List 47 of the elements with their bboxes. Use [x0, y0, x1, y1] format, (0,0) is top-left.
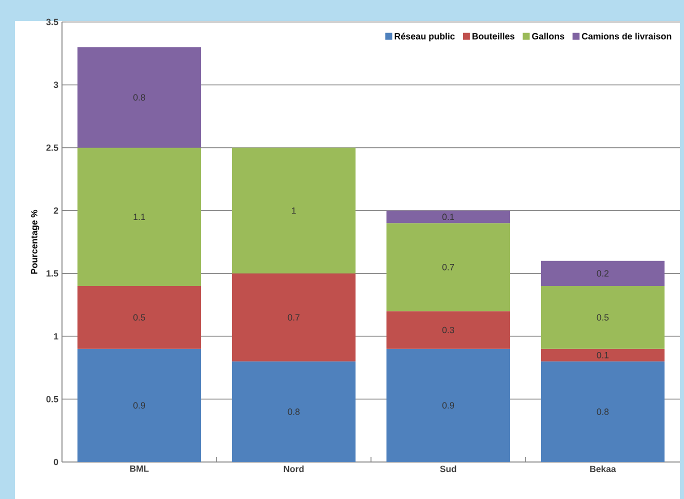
legend-label: Camions de livraison: [582, 32, 672, 40]
data-label: 0.5: [596, 314, 609, 321]
bar: [540, 361, 665, 462]
data-label: 0.1: [442, 214, 454, 220]
bar: [386, 348, 510, 462]
bar: [232, 273, 356, 362]
bar: [77, 348, 202, 462]
bar: [232, 148, 356, 274]
bar: [77, 148, 202, 286]
x-tick-label: Bekaa: [590, 466, 616, 472]
y-tick-label: 3: [54, 82, 58, 88]
data-label: 0.9: [442, 402, 454, 409]
legend-label: Bouteilles: [472, 32, 514, 40]
y-tick-label: 2: [54, 207, 58, 214]
data-label: 0.8: [288, 408, 300, 415]
data-label: 0.1: [596, 352, 609, 358]
bar: [540, 348, 665, 362]
bar: [77, 47, 202, 148]
y-tick-label: 1.5: [46, 270, 58, 277]
bar: [386, 311, 510, 349]
bar: [232, 361, 356, 462]
x-tick-label: BML: [130, 466, 149, 472]
data-label: 1.1: [134, 214, 146, 220]
data-label: 1: [292, 207, 296, 214]
y-tick-label: 2.5: [46, 144, 58, 151]
legend-label: Réseau public: [394, 32, 455, 42]
y-tick-label: 0: [54, 458, 58, 466]
bar: [540, 260, 665, 286]
bar: [77, 286, 202, 349]
data-label: 0.3: [442, 326, 454, 334]
bar: [540, 286, 665, 349]
y-tick-label: 1: [54, 333, 58, 340]
data-label: 0.8: [596, 408, 609, 415]
y-tick-label: 3.5: [46, 18, 58, 26]
data-label: 0.8: [133, 94, 146, 101]
data-label: 0.2: [596, 270, 609, 277]
data-label: 0.5: [133, 314, 146, 321]
x-tick-label: Sud: [440, 466, 456, 472]
data-label: 0.7: [288, 314, 300, 321]
data-label: 0.9: [133, 402, 146, 409]
data-label: 0.7: [442, 264, 454, 270]
x-tick-label: Nord: [284, 466, 304, 472]
legend-label: Gallons: [532, 32, 564, 40]
y-tick-label: 0.5: [46, 396, 58, 402]
bar: [386, 210, 510, 224]
bar: [386, 223, 510, 312]
y-axis-title: Pourcentage %: [31, 210, 40, 274]
